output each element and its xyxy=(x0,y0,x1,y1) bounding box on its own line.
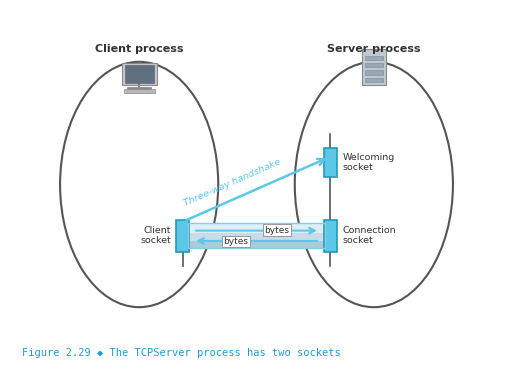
FancyBboxPatch shape xyxy=(124,89,155,93)
FancyBboxPatch shape xyxy=(324,148,337,177)
FancyBboxPatch shape xyxy=(365,70,383,75)
FancyBboxPatch shape xyxy=(122,63,157,85)
FancyBboxPatch shape xyxy=(125,65,154,83)
FancyBboxPatch shape xyxy=(365,78,383,82)
FancyBboxPatch shape xyxy=(188,241,325,248)
FancyBboxPatch shape xyxy=(188,223,325,248)
FancyBboxPatch shape xyxy=(176,220,189,252)
Text: Welcoming
socket: Welcoming socket xyxy=(342,153,394,172)
Text: Client process: Client process xyxy=(95,44,184,54)
FancyBboxPatch shape xyxy=(365,63,383,68)
Text: bytes: bytes xyxy=(224,237,249,246)
Text: bytes: bytes xyxy=(264,226,289,235)
FancyBboxPatch shape xyxy=(188,224,325,233)
Text: Client
socket: Client socket xyxy=(140,226,171,245)
FancyBboxPatch shape xyxy=(362,49,386,86)
Text: Connection
socket: Connection socket xyxy=(342,226,396,245)
FancyBboxPatch shape xyxy=(365,56,383,60)
Text: Figure 2.29 ◆ The TCPServer process has two sockets: Figure 2.29 ◆ The TCPServer process has … xyxy=(22,348,341,358)
FancyBboxPatch shape xyxy=(324,220,337,252)
Text: Three-way handshake: Three-way handshake xyxy=(182,158,282,208)
Text: Server process: Server process xyxy=(327,44,421,54)
